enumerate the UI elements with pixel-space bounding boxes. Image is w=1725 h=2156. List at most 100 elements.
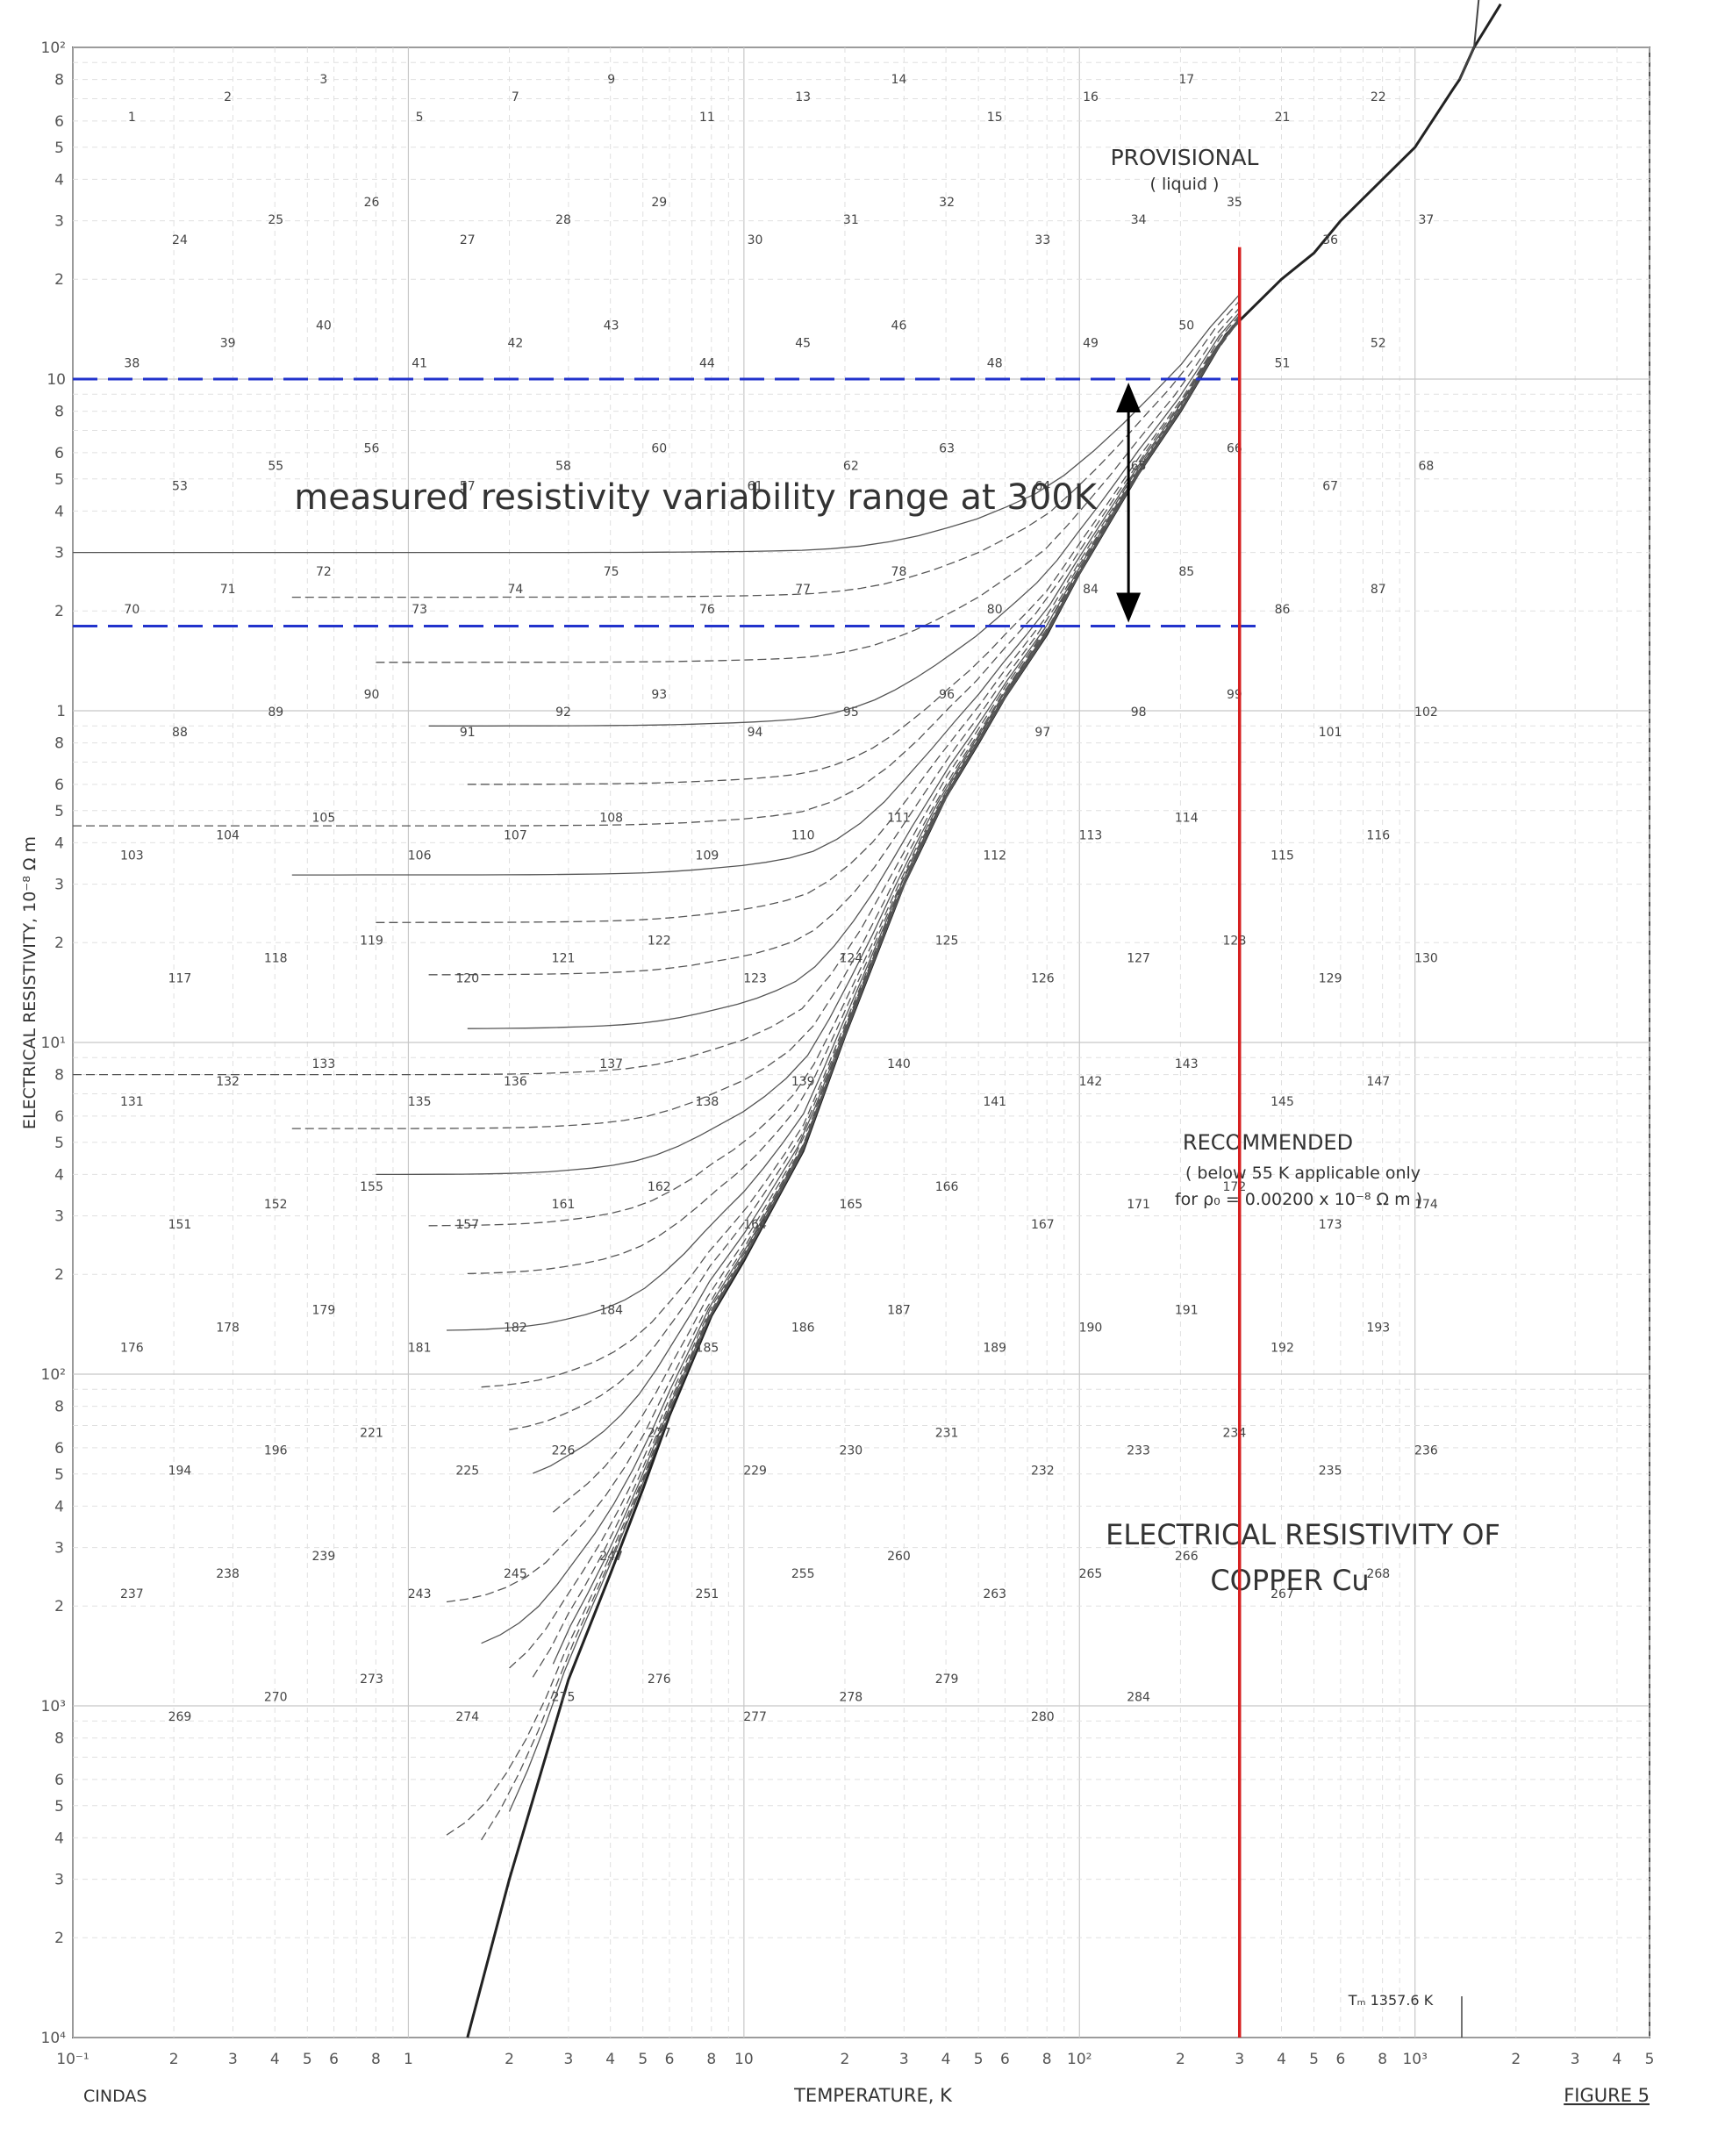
curve-number: 87 bbox=[1371, 583, 1386, 597]
y-tick-label: 5 bbox=[54, 471, 64, 489]
measured-curve bbox=[428, 319, 1241, 976]
curve-number: 50 bbox=[1178, 319, 1194, 333]
curve-number: 5 bbox=[416, 111, 424, 125]
x-tick-label: 3 bbox=[1235, 2051, 1244, 2068]
curve-number: 27 bbox=[460, 233, 476, 247]
curve-number: 234 bbox=[1223, 1427, 1247, 1441]
curve-number: 164 bbox=[743, 1218, 767, 1232]
x-tick-label: 4 bbox=[1277, 2051, 1286, 2068]
y-tick-label: 4 bbox=[54, 1498, 64, 1515]
curve-number: 230 bbox=[839, 1444, 862, 1458]
curve-number: 32 bbox=[939, 196, 955, 210]
curve-number: 236 bbox=[1414, 1444, 1438, 1458]
y-tick-label: 2 bbox=[54, 1930, 64, 1947]
curve-number: 43 bbox=[604, 319, 619, 333]
curve-number: 186 bbox=[791, 1321, 815, 1335]
curve-number: 94 bbox=[748, 726, 763, 740]
curve-number: 131 bbox=[120, 1095, 144, 1109]
x-tick-label: 4 bbox=[941, 2051, 951, 2068]
y-tick-label: 3 bbox=[54, 545, 64, 562]
y-tick-label: 5 bbox=[54, 1135, 64, 1152]
measured-curve bbox=[73, 319, 1241, 1076]
y-axis-title: ELECTRICAL RESISTIVITY, 10⁻⁸ Ω m bbox=[20, 836, 39, 1129]
curve-number: 61 bbox=[748, 480, 763, 494]
curve-number: 95 bbox=[843, 706, 859, 720]
y-tick-label: 4 bbox=[54, 1830, 64, 1847]
y-tick-label: 10 bbox=[47, 371, 66, 389]
curve-number: 9 bbox=[607, 73, 615, 87]
curve-number: 265 bbox=[1079, 1567, 1103, 1581]
curve-number: 74 bbox=[507, 583, 523, 597]
curve-number: 44 bbox=[699, 356, 715, 370]
curve-number: 151 bbox=[168, 1218, 192, 1232]
curve-number: 104 bbox=[216, 828, 240, 842]
x-tick-label: 2 bbox=[505, 2051, 514, 2068]
measured-curve bbox=[467, 319, 1241, 1029]
curve-number: 136 bbox=[504, 1075, 527, 1089]
curve-number: 192 bbox=[1270, 1341, 1294, 1355]
measured-curve bbox=[73, 294, 1241, 554]
curve-number: 270 bbox=[264, 1690, 288, 1704]
curve-number: 132 bbox=[216, 1075, 240, 1089]
curve-number: 107 bbox=[504, 828, 527, 842]
curve-number: 119 bbox=[360, 935, 383, 949]
curve-number: 67 bbox=[1322, 480, 1338, 494]
curve-number: 118 bbox=[264, 952, 288, 966]
y-tick-label: 4 bbox=[54, 1166, 64, 1184]
recommended-label: RECOMMENDED bbox=[1183, 1130, 1353, 1155]
curve-number: 16 bbox=[1083, 90, 1099, 104]
curve-number: 189 bbox=[983, 1341, 1006, 1355]
curve-number: 105 bbox=[312, 811, 336, 825]
y-tick-label: 6 bbox=[54, 777, 64, 794]
curve-number: 126 bbox=[1031, 972, 1055, 986]
curve-number: 260 bbox=[887, 1550, 911, 1564]
curve-number: 133 bbox=[312, 1057, 336, 1071]
curve-number: 179 bbox=[312, 1303, 336, 1317]
y-tick-label: 10² bbox=[41, 39, 66, 57]
x-tick-label: 6 bbox=[1335, 2051, 1345, 2068]
curve-number: 110 bbox=[791, 828, 815, 842]
curve-number: 145 bbox=[1270, 1095, 1294, 1109]
curve-number: 229 bbox=[743, 1465, 767, 1479]
curve-number: 280 bbox=[1031, 1710, 1055, 1724]
curve-number: 40 bbox=[316, 319, 332, 333]
curve-number: 37 bbox=[1418, 213, 1434, 227]
arrow-head-down bbox=[1116, 592, 1142, 623]
curve-number: 251 bbox=[696, 1587, 719, 1601]
curve-number: 173 bbox=[1319, 1218, 1342, 1232]
curve-number: 92 bbox=[555, 706, 571, 720]
curve-number: 122 bbox=[648, 935, 671, 949]
curve-number: 268 bbox=[1366, 1567, 1390, 1581]
curve-number: 174 bbox=[1414, 1198, 1438, 1212]
curve-number: 30 bbox=[748, 233, 763, 247]
y-tick-label: 8 bbox=[54, 1730, 64, 1748]
y-tick-label: 2 bbox=[54, 271, 64, 289]
curve-number: 165 bbox=[839, 1198, 862, 1212]
recommended-note-1: ( below 55 K applicable only bbox=[1185, 1164, 1421, 1183]
curve-number: 102 bbox=[1414, 706, 1438, 720]
x-tick-label: 6 bbox=[665, 2051, 675, 2068]
x-tick-label: 3 bbox=[1571, 2051, 1580, 2068]
curve-number: 125 bbox=[935, 935, 959, 949]
y-tick-label: 6 bbox=[54, 1772, 64, 1789]
y-tick-label: 5 bbox=[54, 803, 64, 820]
curve-number: 166 bbox=[935, 1180, 959, 1194]
curve-number: 42 bbox=[507, 336, 523, 350]
curve-number: 155 bbox=[360, 1180, 383, 1194]
curve-number: 276 bbox=[648, 1673, 671, 1687]
curve-number: 221 bbox=[360, 1427, 383, 1441]
x-tick-label: 8 bbox=[706, 2051, 716, 2068]
curve-number: 33 bbox=[1034, 233, 1050, 247]
curve-number: 147 bbox=[1366, 1075, 1390, 1089]
y-tick-label: 5 bbox=[54, 1798, 64, 1816]
curve-number: 115 bbox=[1270, 849, 1294, 863]
curve-number: 247 bbox=[599, 1550, 623, 1564]
curve-number: 57 bbox=[460, 480, 476, 494]
curve-number: 1 bbox=[128, 111, 136, 125]
curve-number: 184 bbox=[599, 1303, 623, 1317]
curve-number: 227 bbox=[648, 1427, 671, 1441]
x-tick-label: 8 bbox=[1042, 2051, 1052, 2068]
x-tick-label: 5 bbox=[303, 2051, 312, 2068]
y-tick-label: 8 bbox=[54, 735, 64, 753]
